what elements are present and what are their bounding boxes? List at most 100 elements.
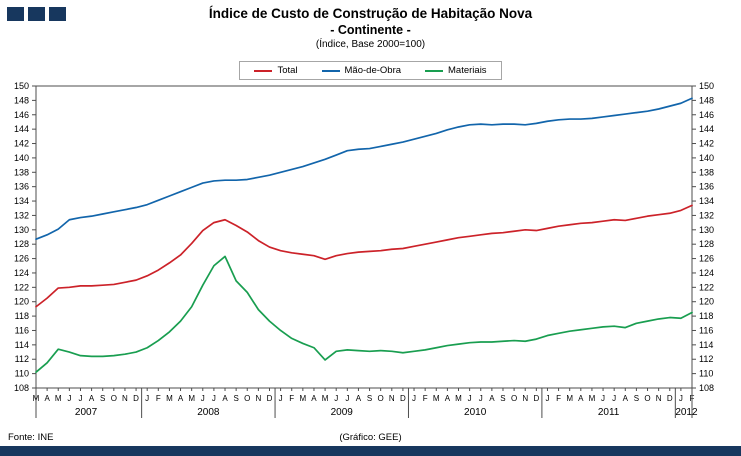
svg-text:N: N [522, 394, 528, 403]
svg-text:2009: 2009 [331, 407, 354, 418]
svg-text:108: 108 [14, 383, 29, 393]
svg-text:M: M [188, 394, 195, 403]
svg-text:D: D [400, 394, 406, 403]
svg-text:A: A [222, 394, 228, 403]
svg-text:F: F [423, 394, 428, 403]
svg-text:2010: 2010 [464, 407, 487, 418]
logo-square-icon [7, 7, 24, 21]
svg-text:138: 138 [14, 167, 29, 177]
svg-text:134: 134 [14, 196, 29, 206]
svg-text:150: 150 [14, 81, 29, 91]
svg-text:144: 144 [699, 124, 714, 134]
svg-text:N: N [255, 394, 261, 403]
source-note: Fonte: INE [8, 432, 54, 443]
svg-text:136: 136 [699, 182, 714, 192]
svg-text:D: D [133, 394, 139, 403]
svg-text:S: S [634, 394, 639, 403]
legend-label: Materiais [448, 65, 487, 76]
svg-text:128: 128 [699, 239, 714, 249]
svg-text:128: 128 [14, 239, 29, 249]
svg-text:2007: 2007 [75, 407, 98, 418]
legend: Total Mão-de-Obra Materiais [0, 61, 741, 80]
svg-text:134: 134 [699, 196, 714, 206]
svg-text:J: J [679, 394, 683, 403]
labour-line-swatch-icon [321, 69, 340, 72]
svg-text:M: M [589, 394, 596, 403]
svg-text:140: 140 [699, 153, 714, 163]
svg-text:S: S [233, 394, 238, 403]
svg-text:S: S [100, 394, 105, 403]
legend-item-mao-de-obra: Mão-de-Obra [321, 65, 401, 76]
svg-text:A: A [356, 394, 362, 403]
svg-text:J: J [468, 394, 472, 403]
svg-text:F: F [156, 394, 161, 403]
svg-text:118: 118 [699, 311, 713, 321]
svg-text:140: 140 [14, 153, 29, 163]
svg-text:120: 120 [699, 297, 714, 307]
svg-text:O: O [244, 394, 250, 403]
svg-text:M: M [433, 394, 440, 403]
logo-square-icon [49, 7, 66, 21]
svg-text:A: A [578, 394, 584, 403]
svg-text:124: 124 [699, 268, 714, 278]
svg-text:M: M [55, 394, 62, 403]
svg-text:J: J [78, 394, 82, 403]
svg-text:136: 136 [14, 182, 29, 192]
svg-text:124: 124 [14, 268, 29, 278]
legend-box: Total Mão-de-Obra Materiais [239, 61, 502, 80]
svg-text:A: A [178, 394, 184, 403]
svg-text:146: 146 [699, 110, 714, 120]
svg-text:108: 108 [699, 383, 714, 393]
svg-text:120: 120 [14, 297, 29, 307]
svg-text:J: J [67, 394, 71, 403]
svg-text:114: 114 [699, 340, 713, 350]
svg-text:118: 118 [15, 311, 29, 321]
svg-text:114: 114 [15, 340, 29, 350]
svg-text:J: J [612, 394, 616, 403]
svg-text:J: J [212, 394, 216, 403]
svg-text:J: J [279, 394, 283, 403]
svg-text:122: 122 [14, 282, 29, 292]
page-subtitle: - Continente - [330, 22, 411, 37]
svg-text:J: J [345, 394, 349, 403]
svg-text:148: 148 [14, 95, 29, 105]
svg-text:M: M [322, 394, 329, 403]
svg-text:150: 150 [699, 81, 714, 91]
legend-item-materiais: Materiais [425, 65, 487, 76]
logo-square-icon [28, 7, 45, 21]
svg-text:116: 116 [699, 325, 713, 335]
svg-text:J: J [545, 394, 549, 403]
svg-text:A: A [445, 394, 451, 403]
svg-text:142: 142 [14, 139, 29, 149]
svg-text:F: F [289, 394, 294, 403]
svg-text:2008: 2008 [197, 407, 220, 418]
svg-text:O: O [378, 394, 384, 403]
svg-text:112: 112 [15, 354, 29, 364]
svg-text:O: O [511, 394, 517, 403]
construction-cost-line-chart: 108 108 110 110 112 112 114 114 116 116 118 118 120 1… [14, 81, 714, 418]
svg-text:J: J [479, 394, 483, 403]
svg-text:S: S [367, 394, 372, 403]
svg-text:A: A [44, 394, 50, 403]
legend-item-total: Total [254, 65, 298, 76]
svg-text:138: 138 [699, 167, 714, 177]
svg-text:O: O [111, 394, 117, 403]
svg-text:M: M [566, 394, 573, 403]
svg-text:N: N [389, 394, 395, 403]
svg-text:126: 126 [699, 254, 714, 264]
svg-text:148: 148 [699, 95, 714, 105]
total-line-swatch-icon [254, 69, 273, 72]
svg-text:112: 112 [699, 354, 713, 364]
svg-text:J: J [145, 394, 149, 403]
svg-text:M: M [455, 394, 462, 403]
svg-text:A: A [311, 394, 317, 403]
svg-text:146: 146 [14, 110, 29, 120]
svg-text:D: D [533, 394, 539, 403]
svg-text:132: 132 [699, 210, 714, 220]
logo [7, 7, 66, 21]
svg-text:130: 130 [14, 225, 29, 235]
svg-text:J: J [601, 394, 605, 403]
svg-text:O: O [644, 394, 650, 403]
svg-text:N: N [122, 394, 128, 403]
